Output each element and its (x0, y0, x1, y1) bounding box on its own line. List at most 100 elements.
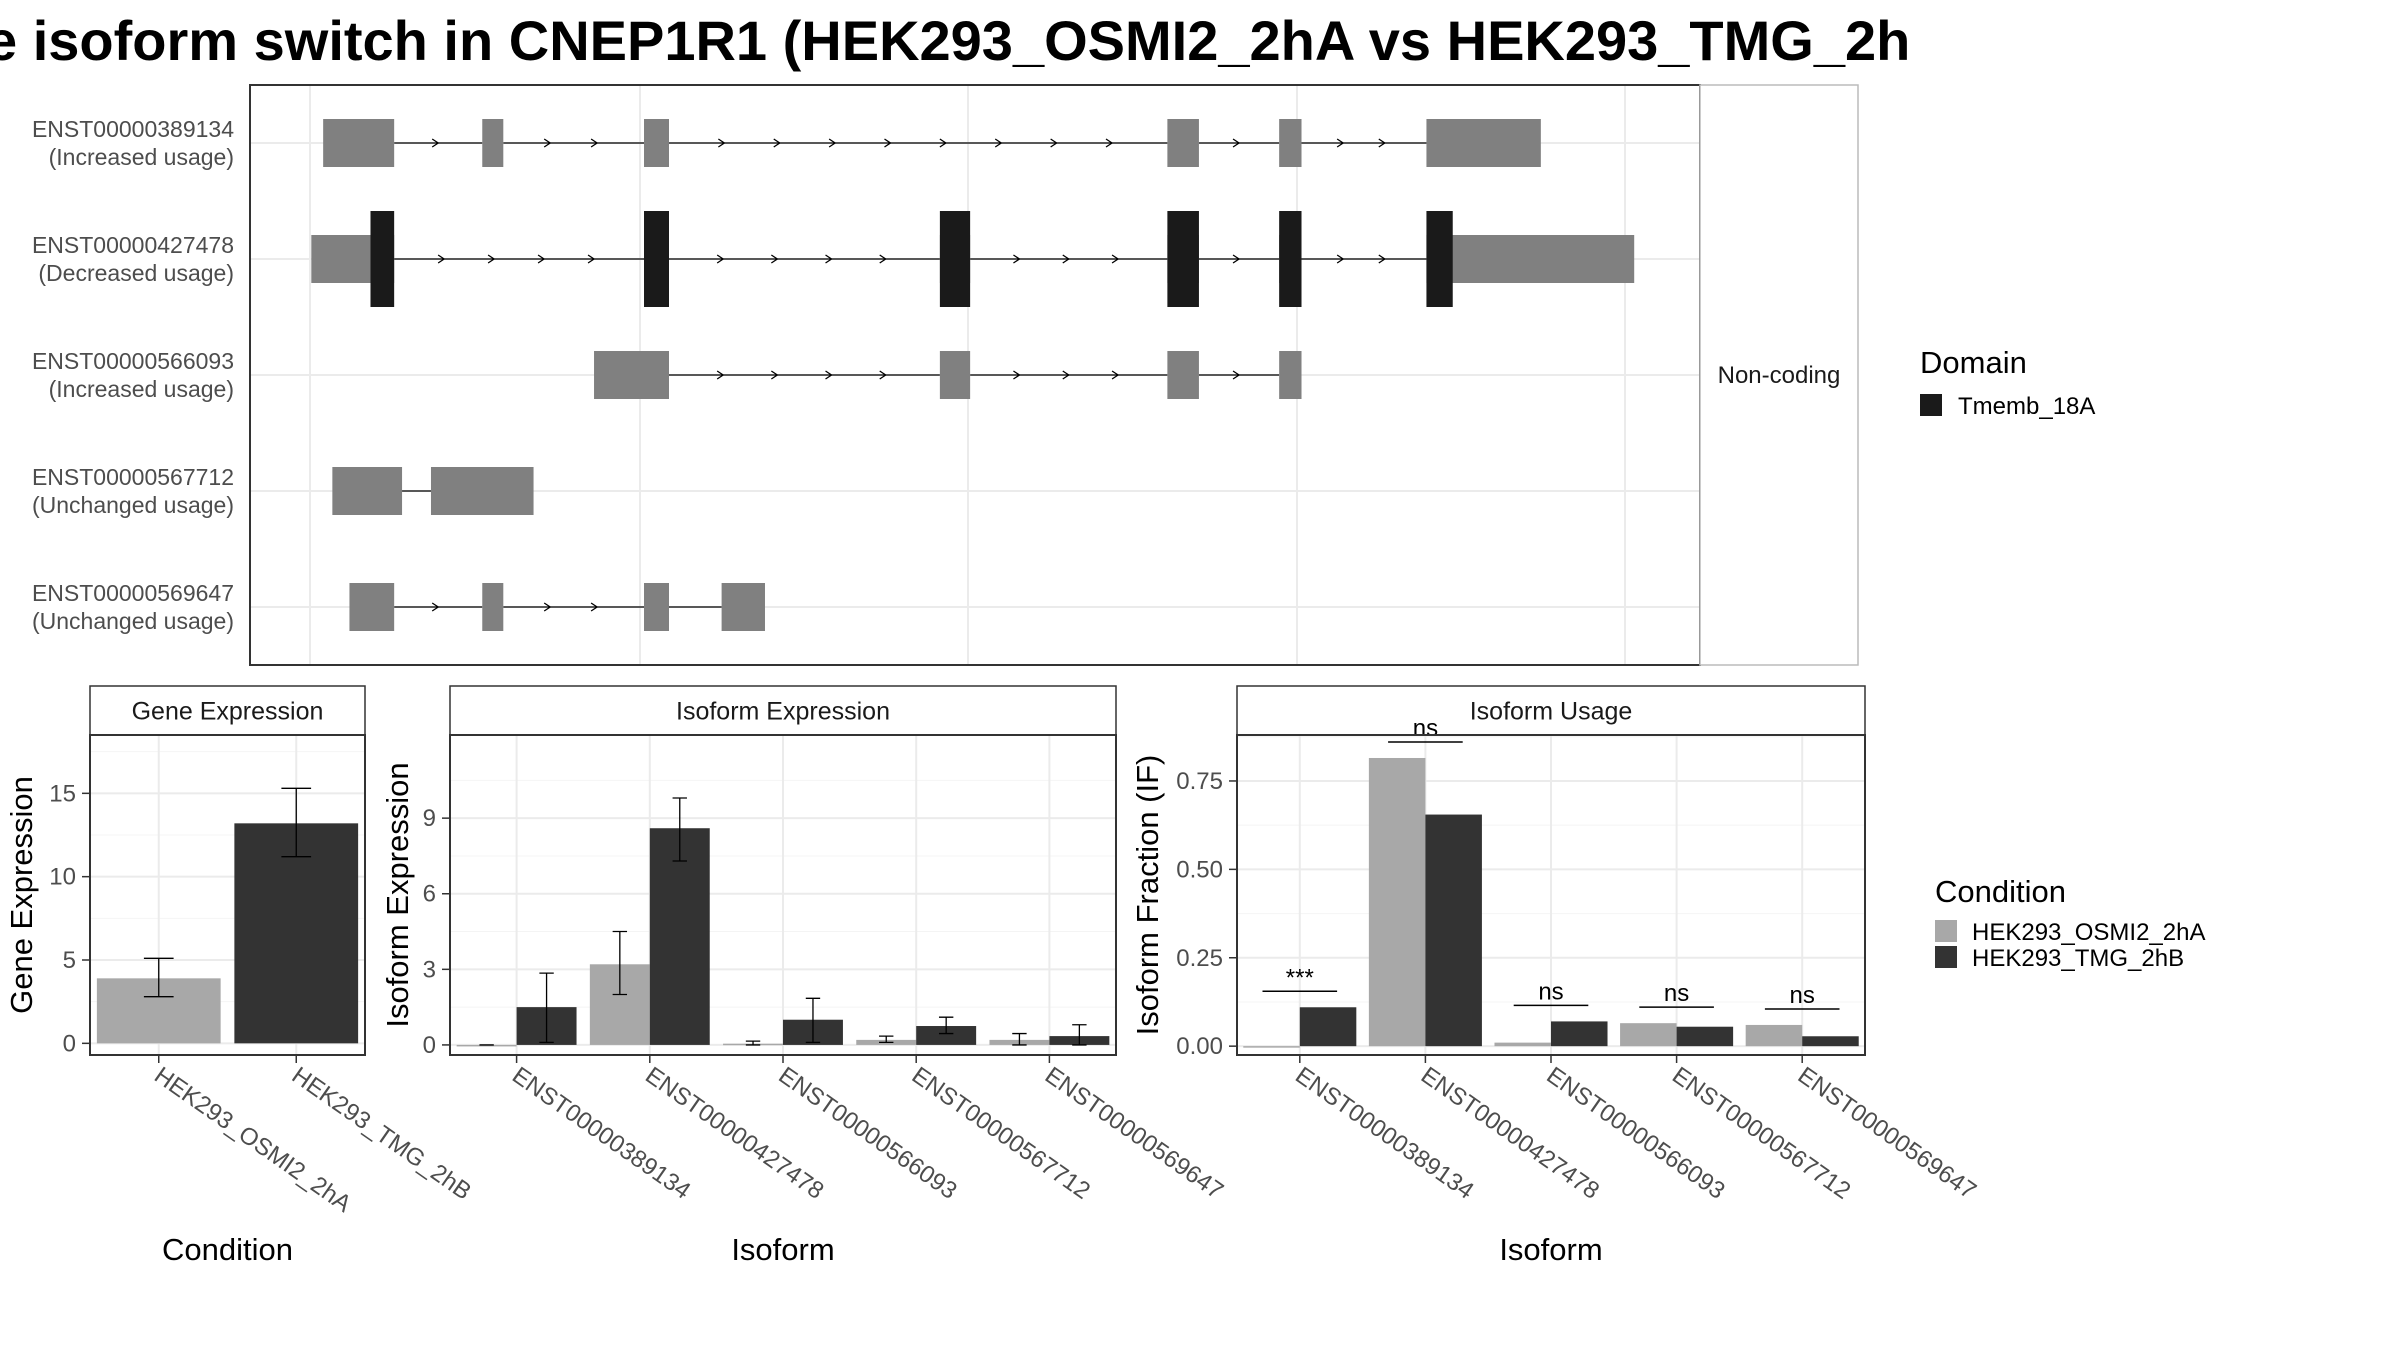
condition-legend-title: Condition (1935, 874, 2066, 909)
bar-tmg (1425, 814, 1482, 1047)
y-tick-label: 10 (49, 864, 76, 891)
exon-noncoding (323, 119, 395, 167)
condition-legend-label: HEK293_TMG_2hB (1972, 945, 2184, 972)
x-axis-title: Isoform (1499, 1232, 1602, 1267)
error-bar (1012, 1032, 1027, 1046)
intron-arrow (437, 254, 446, 264)
bar-osmi2 (1243, 1046, 1300, 1048)
exon-domain-tmemb-18a (1167, 211, 1199, 307)
isoform-structure-panel: ENST00000389134(Increased usage)ENST0000… (32, 84, 1859, 666)
significance-label: ns (1664, 980, 1689, 1007)
intron-arrow (828, 138, 837, 148)
intron-arrow (590, 138, 599, 148)
intron-arrow (590, 602, 599, 612)
y-axis-title: Isoform Expression (380, 762, 415, 1027)
intron-arrow (431, 138, 440, 148)
intron-arrow (825, 370, 833, 380)
isoform-usage-label: (Increased usage) (49, 376, 234, 402)
exon-noncoding (1167, 351, 1199, 399)
domain-legend-title: Domain (1920, 345, 2027, 380)
intron-arrow (487, 254, 496, 264)
error-bar (745, 1040, 761, 1046)
significance-label: ns (1413, 715, 1438, 742)
bar-tmg (1551, 1021, 1608, 1047)
intron-arrow (1378, 138, 1386, 148)
condition-legend-label: HEK293_OSMI2_2hA (1972, 919, 2205, 946)
bar-osmi2 (1494, 1042, 1551, 1047)
plot-title: e isoform switch in CNEP1R1 (HEK293_OSMI… (0, 9, 1911, 72)
error-bar (281, 787, 312, 858)
isoform-usage-panel: Isoform Usage *** ns ns ns ns 0.00 0.25 0.50 0.75… (1130, 685, 1981, 1267)
intron-arrow (716, 254, 725, 264)
y-tick-label: 0 (423, 1032, 436, 1059)
panel-strip-label: Isoform Usage (1470, 698, 1633, 726)
exon-domain-tmemb-18a (644, 211, 669, 307)
intron-arrow (1111, 370, 1120, 380)
significance-label: ns (1790, 982, 1815, 1009)
exon-domain-tmemb-18a (370, 211, 395, 307)
y-tick-label: 0.75 (1176, 768, 1223, 795)
x-axis-title: Isoform (731, 1232, 834, 1267)
error-bar (938, 1016, 954, 1035)
bar-tmg (1299, 1007, 1357, 1047)
exon-domain-tmemb-18a (939, 211, 971, 307)
exon-noncoding (1279, 351, 1302, 399)
significance-label: ns (1538, 978, 1563, 1005)
panel-strip-label: Gene Expression (132, 698, 324, 726)
exon-noncoding (1167, 119, 1199, 167)
exon-noncoding (594, 351, 669, 399)
exon-noncoding (430, 467, 534, 515)
significance-label: *** (1286, 964, 1314, 991)
isoform-usage-label: (Decreased usage) (38, 260, 234, 286)
isoform-id-label: ENST00000427478 (32, 232, 234, 258)
intron-arrow (537, 254, 546, 264)
exon-noncoding (1279, 119, 1302, 167)
intron-arrow (770, 370, 779, 380)
intron-arrow (770, 254, 779, 264)
bar-osmi2 (1745, 1024, 1803, 1047)
exon-noncoding (332, 467, 403, 515)
bar-tmg (916, 1026, 977, 1045)
intron-arrow (1378, 254, 1386, 264)
y-axis-title: Isoform Fraction (IF) (1130, 755, 1165, 1036)
exon-noncoding (721, 583, 765, 631)
panel-strip-label: Isoform Expression (676, 698, 890, 726)
intron-arrow (543, 602, 552, 612)
exon-domain-tmemb-18a (1426, 211, 1453, 307)
intron-arrow (1111, 254, 1120, 264)
panel-strip (89, 685, 366, 736)
intron-arrow (1013, 370, 1021, 380)
exon-noncoding (1426, 119, 1541, 167)
exon-noncoding (482, 119, 504, 167)
error-bar (612, 930, 628, 996)
intron-arrow (879, 370, 887, 380)
bar-osmi2 (1368, 757, 1426, 1047)
exon-noncoding (349, 583, 395, 631)
intron-arrow (543, 138, 552, 148)
isoform-id-label: ENST00000566093 (32, 348, 234, 374)
condition-legend-swatch-osmi2 (1935, 920, 1957, 942)
isoform-id-label: ENST00000567712 (32, 464, 234, 490)
intron-arrow (939, 138, 948, 148)
noncoding-strip-label: Non-coding (1718, 362, 1841, 389)
error-bar (539, 972, 554, 1044)
isoform-usage-label: (Unchanged usage) (32, 608, 234, 634)
y-tick-label: 3 (423, 956, 436, 983)
isoform-usage-label: (Unchanged usage) (32, 492, 234, 518)
intron-arrow (1105, 138, 1114, 148)
intron-arrow (773, 138, 781, 148)
exon-noncoding (1426, 235, 1635, 283)
intron-arrow (994, 138, 1003, 148)
x-axis-title: Condition (162, 1232, 293, 1267)
exon-noncoding (939, 351, 971, 399)
intron-arrow (1050, 138, 1058, 148)
intron-arrow (431, 602, 440, 612)
isoform-id-label: ENST00000389134 (32, 116, 234, 142)
error-bar (805, 997, 821, 1044)
y-tick-label: 0.00 (1176, 1033, 1223, 1060)
panel-border (89, 734, 366, 1056)
domain-legend-label: Tmemb_18A (1958, 393, 2095, 420)
error-bar (143, 957, 174, 998)
